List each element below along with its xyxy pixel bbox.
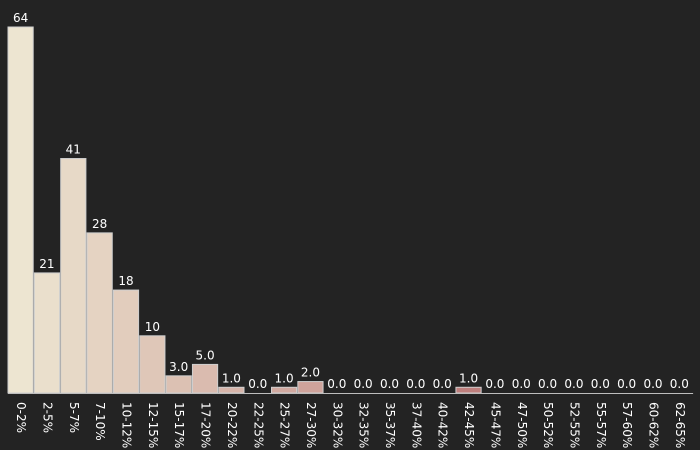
x-tick-label-30-32%: 30-32%: [330, 402, 344, 448]
x-tick-label-15-17%: 15-17%: [172, 402, 186, 448]
x-tick-label-52-55%: 52-55%: [567, 402, 581, 448]
x-tick-label-55-57%: 55-57%: [594, 402, 608, 448]
value-label-27-30%: 2.0: [301, 366, 320, 380]
x-tick-label-10-12%: 10-12%: [120, 402, 134, 448]
bar-25-27%: [271, 386, 298, 394]
x-tick-label-12-15%: 12-15%: [146, 402, 160, 448]
value-label-10-12%: 18: [118, 274, 133, 288]
x-tick-label-62-65%: 62-65%: [673, 402, 687, 448]
value-label-17-20%: 5.0: [196, 348, 215, 362]
x-tick-label-5-7%: 5-7%: [67, 402, 81, 433]
value-label-60-62%: 0.0: [643, 377, 662, 391]
value-label-42-45%: 1.0: [459, 371, 478, 385]
bar-7-10%: [86, 232, 113, 394]
x-tick-label-47-50%: 47-50%: [515, 402, 529, 448]
x-tick-labels-group: 0-2% 2-5% 5-7% 7-10% 10-12% 12-15% 15-17% 17-20…: [14, 402, 687, 448]
x-tick-label-27-30%: 27-30%: [304, 402, 318, 448]
value-label-62-65%: 0.0: [670, 377, 689, 391]
value-label-15-17%: 3.0: [169, 360, 188, 374]
value-label-37-40%: 0.0: [406, 377, 425, 391]
value-label-0-2%: 64: [13, 11, 28, 25]
value-label-25-27%: 1.0: [275, 371, 294, 385]
bar-2-5%: [33, 272, 61, 394]
x-tick-label-7-10%: 7-10%: [93, 402, 107, 441]
value-label-32-35%: 0.0: [354, 377, 373, 391]
value-label-52-55%: 0.0: [564, 377, 583, 391]
value-label-20-22%: 1.0: [222, 371, 241, 385]
value-label-45-47%: 0.0: [485, 377, 504, 391]
value-label-57-60%: 0.0: [617, 377, 636, 391]
value-label-35-37%: 0.0: [380, 377, 399, 391]
bar-0-2%: [7, 26, 34, 394]
value-label-5-7%: 41: [66, 143, 81, 157]
x-tick-label-45-47%: 45-47%: [488, 402, 502, 448]
value-label-55-57%: 0.0: [591, 377, 610, 391]
x-tick-label-20-22%: 20-22%: [225, 402, 239, 448]
x-tick-label-57-60%: 57-60%: [620, 402, 634, 448]
bar-42-45%: [455, 386, 482, 394]
x-tick-label-35-37%: 35-37%: [383, 402, 397, 448]
bar-10-12%: [112, 289, 140, 394]
x-tick-label-17-20%: 17-20%: [199, 402, 213, 448]
bar-17-20%: [191, 363, 219, 394]
value-label-30-32%: 0.0: [327, 377, 346, 391]
x-tick-label-50-52%: 50-52%: [541, 402, 555, 448]
value-label-47-50%: 0.0: [512, 377, 531, 391]
bar-27-30%: [297, 381, 324, 394]
value-labels-group: 64 21 41 28 18 10 3.0 5.0 1.0 0.0 1.0 2.0 0.0 0.0 0.0 0…: [13, 11, 689, 391]
value-label-50-52%: 0.0: [538, 377, 557, 391]
bar-12-15%: [139, 335, 166, 394]
x-tick-label-40-42%: 40-42%: [436, 402, 450, 448]
x-tick-label-32-35%: 32-35%: [357, 402, 371, 448]
bar-5-7%: [60, 158, 87, 394]
value-label-2-5%: 21: [39, 257, 54, 271]
x-tick-label-60-62%: 60-62%: [647, 402, 661, 448]
value-label-22-25%: 0.0: [248, 377, 267, 391]
x-tick-label-0-2%: 0-2%: [14, 402, 28, 433]
bars-group: [7, 26, 482, 394]
value-label-7-10%: 28: [92, 217, 107, 231]
x-tick-label-2-5%: 2-5%: [40, 402, 54, 433]
x-tick-label-37-40%: 37-40%: [409, 402, 423, 448]
x-tick-label-42-45%: 42-45%: [462, 402, 476, 448]
bar-20-22%: [218, 386, 245, 394]
value-label-12-15%: 10: [145, 320, 160, 334]
bar-15-17%: [165, 375, 192, 394]
value-label-40-42%: 0.0: [433, 377, 452, 391]
x-tick-label-25-27%: 25-27%: [278, 402, 292, 448]
x-tick-label-22-25%: 22-25%: [251, 402, 265, 448]
